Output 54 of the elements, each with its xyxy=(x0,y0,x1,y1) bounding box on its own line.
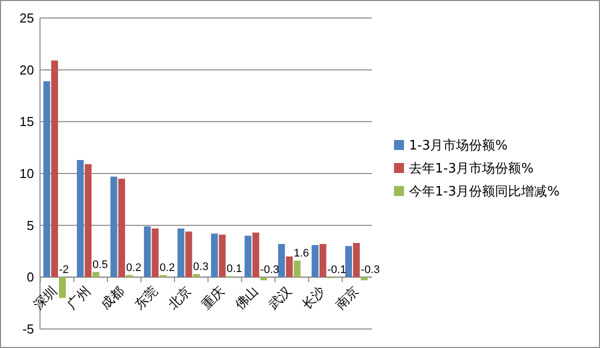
bar xyxy=(312,245,318,278)
bar xyxy=(110,176,118,278)
y-tick-label: -5 xyxy=(22,322,34,337)
bar xyxy=(218,234,226,278)
y-tick-label: 15 xyxy=(20,114,34,130)
bar xyxy=(92,272,100,278)
data-label: 0.2 xyxy=(160,262,175,274)
data-label: -2 xyxy=(59,264,69,276)
bar xyxy=(294,260,301,278)
bar xyxy=(177,228,184,278)
x-tick-label: 东莞 xyxy=(132,284,161,313)
bar xyxy=(59,277,66,298)
bar xyxy=(352,242,360,278)
x-tick-label: 武汉 xyxy=(266,284,296,313)
x-tick-label: 成都 xyxy=(98,284,128,313)
x-tick-label: 广州 xyxy=(64,284,94,313)
legend-label: 今年1-3月份额同比增减% xyxy=(409,184,560,200)
bar xyxy=(152,228,159,278)
bar xyxy=(185,232,192,278)
bar xyxy=(43,81,50,278)
bar xyxy=(286,256,293,278)
bar xyxy=(84,164,92,278)
bar xyxy=(260,277,268,280)
y-tick-label: 10 xyxy=(20,166,34,182)
bar xyxy=(244,236,252,278)
y-tick-label: 20 xyxy=(20,62,34,78)
y-tick-label: 25 xyxy=(20,10,34,26)
legend-label: 去年1-3月市场份额% xyxy=(409,162,534,177)
bar xyxy=(118,178,126,278)
bar xyxy=(360,277,368,280)
bar xyxy=(193,274,200,278)
data-label: -0.3 xyxy=(360,264,380,276)
x-tick-label: 北京 xyxy=(166,284,194,313)
legend-label: 1-3月市场份额% xyxy=(409,138,508,154)
x-tick-label: 长沙 xyxy=(300,284,329,313)
data-label: 0.3 xyxy=(193,261,208,274)
bar xyxy=(51,60,58,278)
x-tick-label: 深圳 xyxy=(31,284,60,313)
y-tick-label: 0 xyxy=(26,270,34,285)
data-label: 0.5 xyxy=(92,258,108,271)
bar xyxy=(319,244,326,278)
bar xyxy=(211,234,218,278)
y-tick-label: 5 xyxy=(26,218,34,233)
bar xyxy=(252,232,260,278)
x-tick-label: 南京 xyxy=(333,284,362,313)
x-tick-label: 佛山 xyxy=(232,284,262,313)
data-label: 0.1 xyxy=(226,263,242,276)
bar xyxy=(76,160,84,278)
data-label: 1.6 xyxy=(294,248,310,260)
x-tick-label: 重庆 xyxy=(199,284,228,313)
data-label: 0.2 xyxy=(126,262,142,274)
bar xyxy=(278,244,285,278)
bar xyxy=(345,246,352,278)
bar xyxy=(144,226,151,278)
